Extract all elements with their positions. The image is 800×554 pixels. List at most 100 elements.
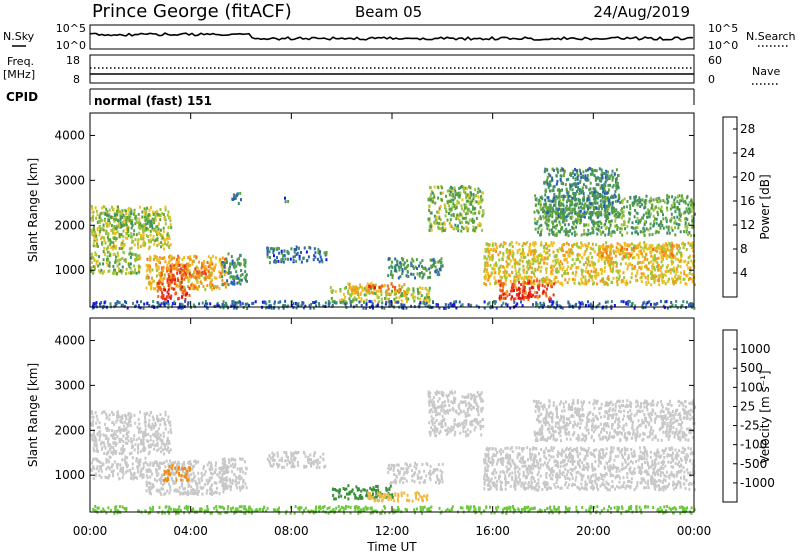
heatmap-cell (595, 169, 598, 173)
heatmap-cell (591, 210, 594, 214)
heatmap-cell (225, 301, 227, 305)
heatmap-cell (609, 220, 611, 224)
heatmap-cell (284, 196, 286, 200)
heatmap-cell (541, 280, 544, 284)
heatmap-cell (177, 268, 180, 272)
heatmap-cell (186, 263, 189, 267)
heatmap-cell (92, 415, 95, 419)
heatmap-cell (111, 231, 114, 235)
heatmap-cell (631, 256, 634, 260)
heatmap-cell (344, 302, 347, 306)
heatmap-cell (672, 266, 675, 270)
heatmap-cell (163, 247, 165, 251)
heatmap-cell (168, 277, 171, 281)
heatmap-cell (677, 249, 680, 253)
heatmap-cell (645, 264, 648, 268)
heatmap-cell (319, 255, 322, 259)
heatmap-cell (574, 167, 576, 171)
heatmap-cell (650, 249, 653, 253)
heatmap-cell (600, 231, 603, 235)
heatmap-cell (420, 294, 423, 298)
heatmap-cell (475, 200, 478, 204)
heatmap-cell (603, 200, 606, 204)
heatmap-cell (143, 226, 146, 230)
heatmap-cell (636, 271, 639, 275)
heatmap-cell (636, 217, 639, 220)
heatmap-cell (598, 224, 600, 228)
heatmap-cell (188, 293, 191, 297)
heatmap-cell (603, 185, 606, 189)
heatmap-cell (436, 221, 439, 225)
heatmap-cell (516, 302, 519, 306)
heatmap-cell (170, 279, 173, 283)
heatmap-cell (660, 260, 663, 264)
heatmap-cell (544, 188, 547, 192)
heatmap-cell (616, 215, 619, 219)
heatmap-cell (441, 226, 444, 230)
heatmap-cell (643, 241, 646, 244)
heatmap-cell (607, 188, 610, 192)
heatmap-cell (425, 268, 428, 272)
heatmap-cell (391, 285, 394, 289)
heatmap-cell (516, 249, 519, 253)
heatmap-cell (170, 431, 173, 435)
heatmap-cell (135, 271, 138, 275)
heatmap-cell (546, 181, 549, 185)
heatmap-cell (218, 259, 221, 263)
heatmap-cell (268, 250, 271, 254)
heatmap-cell (266, 255, 269, 259)
heatmap-cell (129, 266, 132, 270)
heatmap-cell (186, 292, 189, 296)
heatmap-cell (613, 214, 616, 218)
heatmap-cell (585, 223, 588, 227)
heatmap-cell (543, 278, 546, 282)
heatmap-cell (410, 293, 413, 297)
heatmap-cell (100, 237, 102, 241)
heatmap-cell (599, 204, 602, 207)
heatmap-cell (371, 302, 374, 306)
heatmap-cell (560, 208, 563, 212)
heatmap-cell (680, 199, 683, 203)
heatmap-cell (476, 190, 479, 194)
heatmap-cell (586, 280, 589, 284)
heatmap-cell (418, 264, 421, 268)
heatmap-cell (427, 297, 430, 301)
heatmap-cell (419, 272, 421, 275)
heatmap-cell (465, 193, 468, 197)
power-colorbar-tick-label: 28 (740, 122, 755, 136)
heatmap-cell (543, 209, 546, 213)
heatmap-cell (317, 248, 320, 252)
heatmap-cell (325, 250, 328, 254)
heatmap-cell (518, 262, 521, 266)
heatmap-cell (672, 260, 674, 264)
heatmap-cell (169, 448, 172, 452)
heatmap-cell (685, 282, 688, 286)
heatmap-cell (493, 247, 496, 251)
heatmap-cell (115, 255, 118, 259)
heatmap-cell (494, 300, 497, 304)
heatmap-cell (119, 225, 122, 229)
heatmap-cell (128, 252, 131, 256)
heatmap-cell (91, 218, 93, 222)
heatmap-cell (107, 438, 110, 442)
heatmap-cell (563, 254, 566, 258)
heatmap-cell (90, 261, 93, 265)
heatmap-cell (510, 297, 513, 301)
heatmap-cell (112, 450, 115, 454)
heatmap-cell (145, 286, 148, 290)
heatmap-cell (342, 292, 345, 296)
heatmap-cell (546, 208, 549, 212)
heatmap-cell (571, 232, 574, 236)
noise-strip-frame (89, 24, 695, 50)
heatmap-cell (574, 177, 577, 181)
heatmap-cell (472, 212, 475, 216)
heatmap-cell (606, 248, 609, 252)
heatmap-cell (384, 302, 387, 306)
heatmap-cell (549, 212, 552, 216)
heatmap-cell (235, 306, 238, 310)
heatmap-cell (366, 286, 369, 290)
heatmap-cell (120, 303, 123, 307)
heatmap-cell (232, 299, 235, 303)
heatmap-cell (370, 285, 373, 289)
heatmap-cell (175, 260, 178, 264)
